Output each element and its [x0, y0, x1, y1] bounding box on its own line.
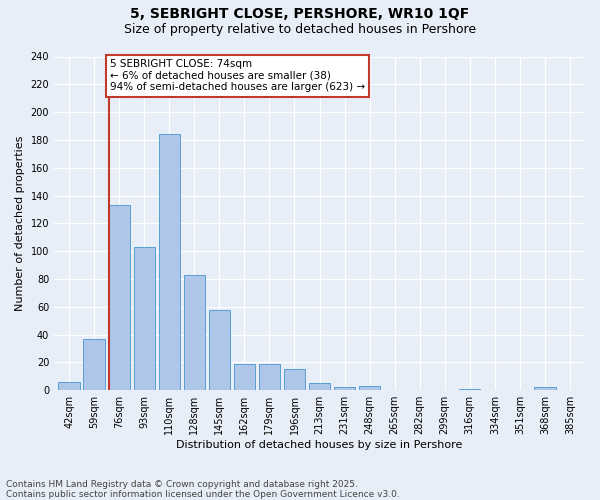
Bar [334, 388, 355, 390]
Bar [158, 134, 180, 390]
Text: 5 SEBRIGHT CLOSE: 74sqm
← 6% of detached houses are smaller (38)
94% of semi-det: 5 SEBRIGHT CLOSE: 74sqm ← 6% of detached… [110, 60, 365, 92]
Bar [209, 310, 230, 390]
Bar [58, 382, 80, 390]
Bar [359, 386, 380, 390]
X-axis label: Distribution of detached houses by size in Pershore: Distribution of detached houses by size … [176, 440, 463, 450]
Bar [109, 206, 130, 390]
Text: Contains HM Land Registry data © Crown copyright and database right 2025.
Contai: Contains HM Land Registry data © Crown c… [6, 480, 400, 499]
Bar [309, 384, 330, 390]
Bar [83, 339, 105, 390]
Text: 5, SEBRIGHT CLOSE, PERSHORE, WR10 1QF: 5, SEBRIGHT CLOSE, PERSHORE, WR10 1QF [130, 8, 470, 22]
Bar [259, 364, 280, 390]
Bar [534, 388, 556, 390]
Bar [284, 370, 305, 390]
Bar [459, 389, 481, 390]
Y-axis label: Number of detached properties: Number of detached properties [15, 136, 25, 311]
Bar [184, 275, 205, 390]
Bar [234, 364, 255, 390]
Bar [134, 247, 155, 390]
Text: Size of property relative to detached houses in Pershore: Size of property relative to detached ho… [124, 22, 476, 36]
